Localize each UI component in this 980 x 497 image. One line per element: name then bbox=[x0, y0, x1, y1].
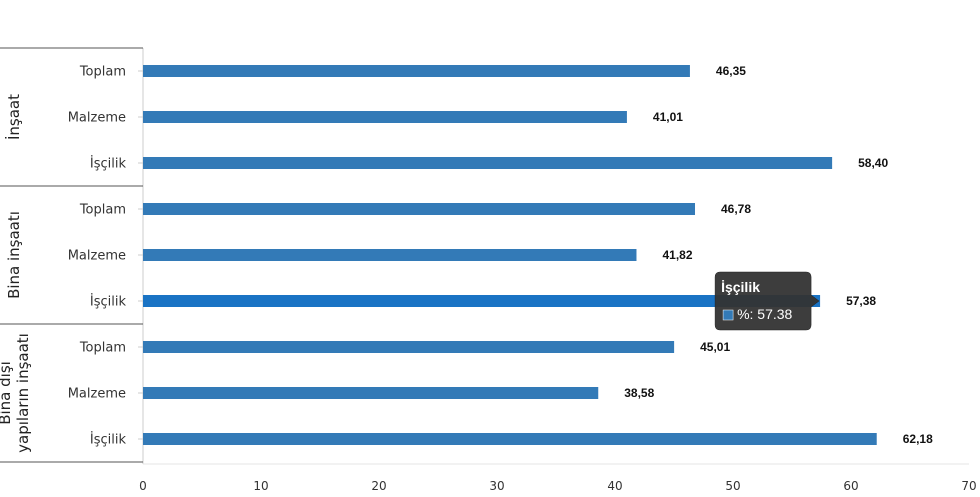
category-label: Malzeme bbox=[68, 249, 126, 264]
category-label: Toplam bbox=[79, 203, 126, 218]
data-label: 45,01 bbox=[700, 340, 730, 354]
tooltip-title: İşçilik bbox=[721, 279, 760, 295]
tooltip-swatch bbox=[722, 309, 734, 321]
category-label: İşçilik bbox=[90, 156, 127, 172]
x-tick-label: 70 bbox=[961, 479, 976, 493]
category-label: Toplam bbox=[79, 65, 126, 80]
group-label: Bina dışıyapıların inşaatı bbox=[0, 333, 32, 453]
category-label: Malzeme bbox=[68, 111, 126, 126]
group-label-line: Bina dışı bbox=[0, 361, 14, 425]
bar[interactable] bbox=[143, 111, 627, 123]
x-tick-label: 40 bbox=[607, 479, 622, 493]
x-tick-label: 30 bbox=[489, 479, 504, 493]
data-label: 41,82 bbox=[662, 248, 692, 262]
data-label: 46,78 bbox=[721, 202, 751, 216]
bar[interactable] bbox=[143, 387, 599, 399]
group-label: Bina inşaatı bbox=[5, 211, 23, 299]
bar[interactable] bbox=[143, 341, 675, 353]
data-label: 46,35 bbox=[716, 64, 746, 78]
bar[interactable] bbox=[143, 65, 690, 77]
bar[interactable] bbox=[143, 157, 833, 169]
bar[interactable] bbox=[143, 249, 637, 261]
category-label: Toplam bbox=[79, 341, 126, 356]
category-label: Malzeme bbox=[68, 387, 126, 402]
data-label: 38,58 bbox=[624, 386, 654, 400]
group-label: İnşaat bbox=[4, 94, 23, 140]
bar[interactable] bbox=[143, 433, 877, 445]
data-label: 41,01 bbox=[653, 110, 683, 124]
x-tick-label: 10 bbox=[253, 479, 268, 493]
category-label: İşçilik bbox=[90, 294, 127, 310]
x-tick-label: 20 bbox=[371, 479, 386, 493]
bar[interactable] bbox=[143, 203, 696, 215]
x-tick-label: 0 bbox=[139, 479, 147, 493]
tooltip-value: %: 57.38 bbox=[737, 306, 792, 322]
group-label-line: yapıların inşaatı bbox=[14, 333, 32, 453]
x-tick-label: 60 bbox=[843, 479, 858, 493]
data-label: 58,40 bbox=[858, 156, 888, 170]
data-label: 62,18 bbox=[903, 432, 933, 446]
category-label: İşçilik bbox=[90, 432, 127, 448]
bar[interactable] bbox=[143, 295, 821, 307]
data-label: 57,38 bbox=[846, 294, 876, 308]
tooltip-box bbox=[714, 271, 820, 331]
x-tick-label: 50 bbox=[725, 479, 740, 493]
